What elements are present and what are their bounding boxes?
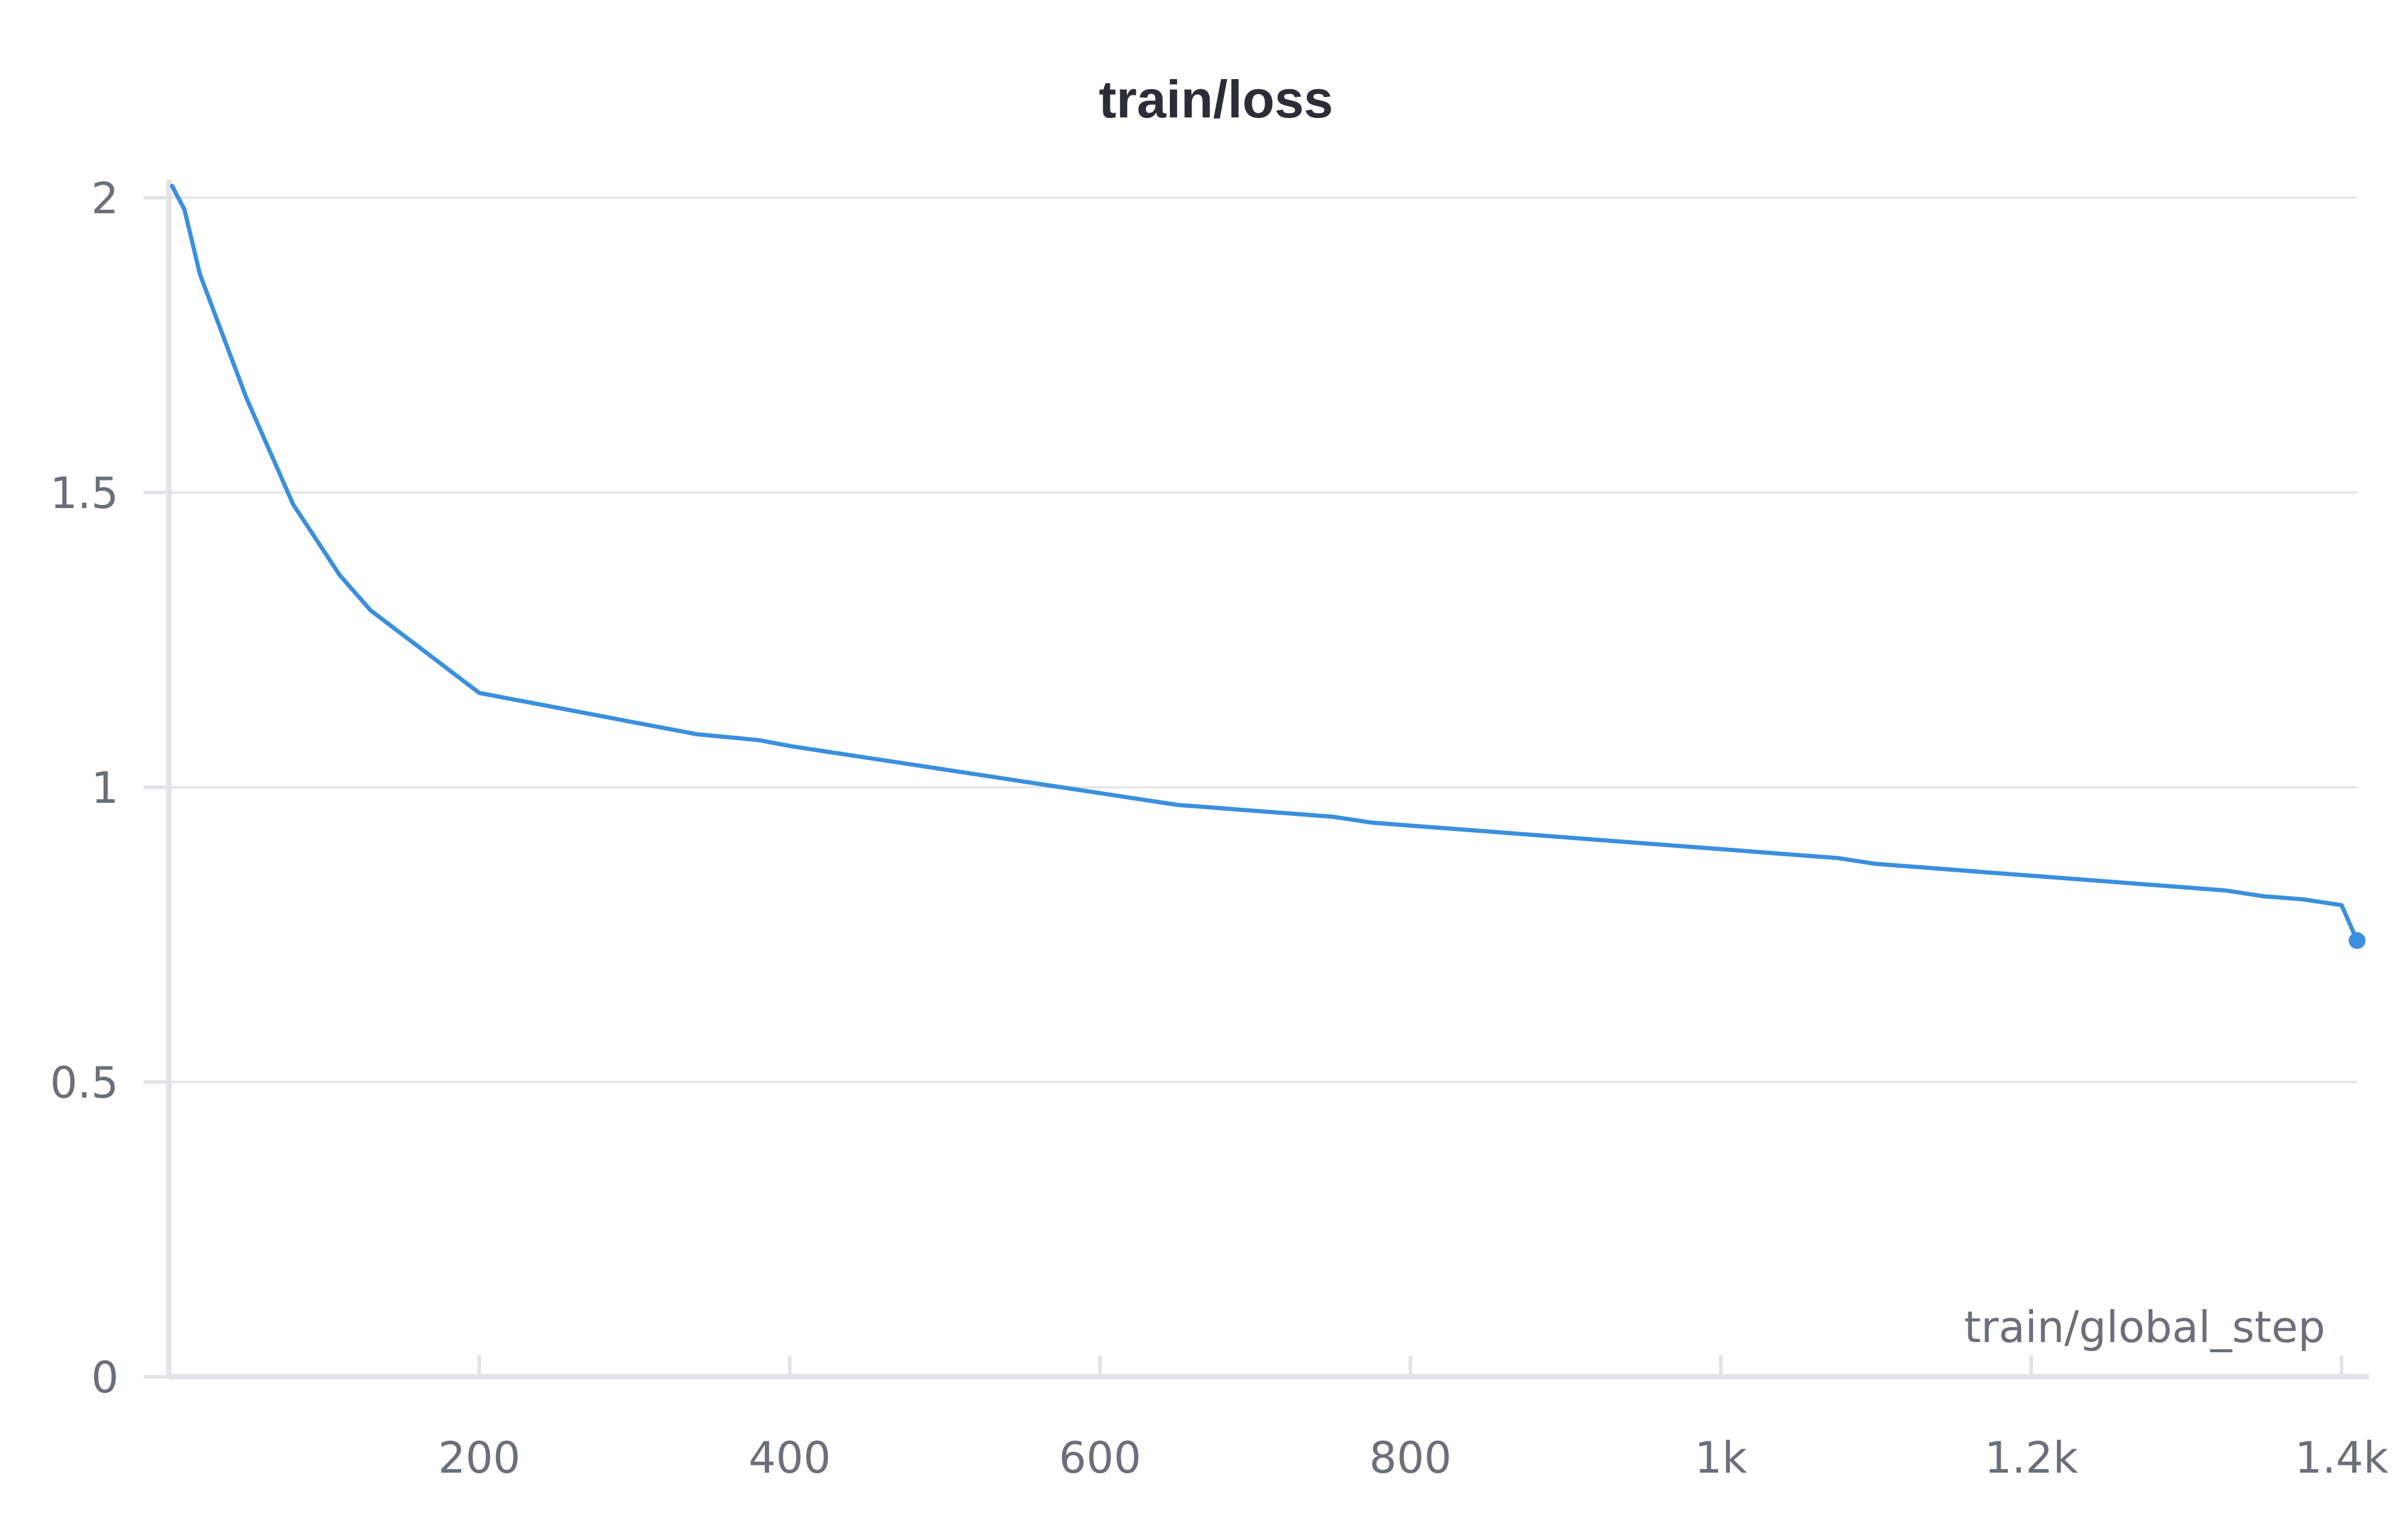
y-tick-label: 2: [91, 173, 119, 223]
x-tick-label: 1k: [1695, 1433, 1747, 1483]
chart-title: train/loss: [1099, 69, 1333, 129]
y-tick-label: 0: [91, 1352, 119, 1403]
y-tick-label: 0.5: [50, 1057, 119, 1108]
axes: [144, 180, 2369, 1380]
x-tick-label: 1.2k: [1985, 1433, 2079, 1483]
x-tick-label: 400: [749, 1433, 831, 1483]
series-layer: [170, 183, 2365, 949]
series-line: [170, 183, 2359, 943]
x-tick-label: 800: [1369, 1433, 1451, 1483]
tick-labels: 0 0.5 1 1.5 2 200 400 600 800 1k 1.2k 1.4k: [50, 173, 2388, 1483]
y-tick-label: 1.5: [50, 468, 119, 518]
x-tick-label: 1.4k: [2295, 1433, 2389, 1483]
y-tick-label: 1: [91, 763, 119, 813]
x-tick-label: 200: [438, 1433, 520, 1483]
x-axis-title: train/global_step: [1964, 1302, 2325, 1352]
x-tick-label: 600: [1059, 1433, 1141, 1483]
series-end-point: [2349, 932, 2365, 949]
grid-lines: [169, 197, 2357, 1083]
